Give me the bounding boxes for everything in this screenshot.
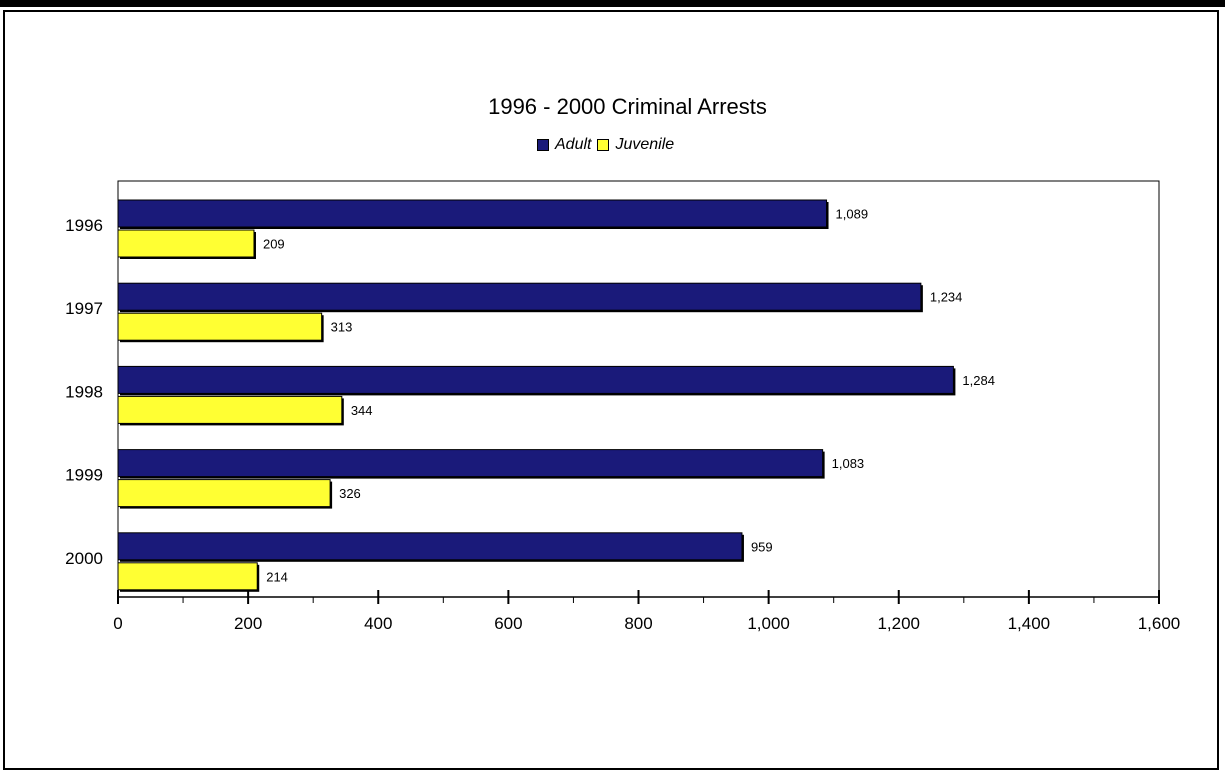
legend-label-juvenile: Juvenile [615, 136, 675, 153]
x-tick-label-1000: 1,000 [747, 614, 790, 633]
x-tick-label-400: 400 [364, 614, 392, 633]
legend-swatch-juvenile [597, 139, 610, 151]
data-label-juvenile-1997: 313 [331, 320, 353, 335]
y-tick-label-2000: 2000 [65, 549, 103, 568]
chart-title: 1996 - 2000 Criminal Arrests [488, 94, 767, 119]
bar-adult-1997 [117, 282, 922, 311]
legend-item-juvenile: Juvenile [597, 136, 674, 154]
legend-item-adult: Adult [537, 136, 591, 154]
x-tick-label-0: 0 [113, 614, 122, 633]
legend: Adult Juvenile [537, 136, 674, 154]
x-tick-label-1200: 1,200 [877, 614, 920, 633]
data-label-juvenile-2000: 214 [266, 569, 288, 584]
y-tick-label-1999: 1999 [65, 466, 103, 485]
bar-juvenile-2000 [117, 562, 258, 591]
x-tick-label-1600: 1,600 [1138, 614, 1181, 633]
data-label-juvenile-1999: 326 [339, 486, 361, 501]
bar-adult-1998 [117, 365, 954, 394]
bar-adult-1999 [117, 449, 824, 478]
y-tick-label-1998: 1998 [65, 382, 103, 401]
y-tick-label-1996: 1996 [65, 216, 103, 235]
bar-adult-1996 [117, 199, 828, 228]
bar-juvenile-1999 [117, 479, 331, 508]
data-label-adult-1996: 1,089 [836, 207, 869, 222]
bar-juvenile-1996 [117, 229, 255, 258]
data-label-juvenile-1998: 344 [351, 403, 373, 418]
y-tick-label-1997: 1997 [65, 299, 103, 318]
data-label-adult-1997: 1,234 [930, 290, 963, 305]
x-tick-label-800: 800 [624, 614, 652, 633]
data-label-adult-1998: 1,284 [962, 373, 995, 388]
x-tick-label-1400: 1,400 [1008, 614, 1051, 633]
x-tick-label-200: 200 [234, 614, 262, 633]
data-label-adult-2000: 959 [751, 539, 773, 554]
data-label-juvenile-1996: 209 [263, 237, 285, 252]
legend-swatch-adult [537, 139, 549, 151]
bar-juvenile-1998 [117, 395, 343, 424]
legend-label-adult: Adult [555, 136, 592, 153]
bar-adult-2000 [117, 532, 743, 561]
data-label-adult-1999: 1,083 [832, 456, 865, 471]
top-rule [0, 0, 1225, 7]
x-tick-label-600: 600 [494, 614, 522, 633]
bar-juvenile-1997 [117, 312, 323, 341]
